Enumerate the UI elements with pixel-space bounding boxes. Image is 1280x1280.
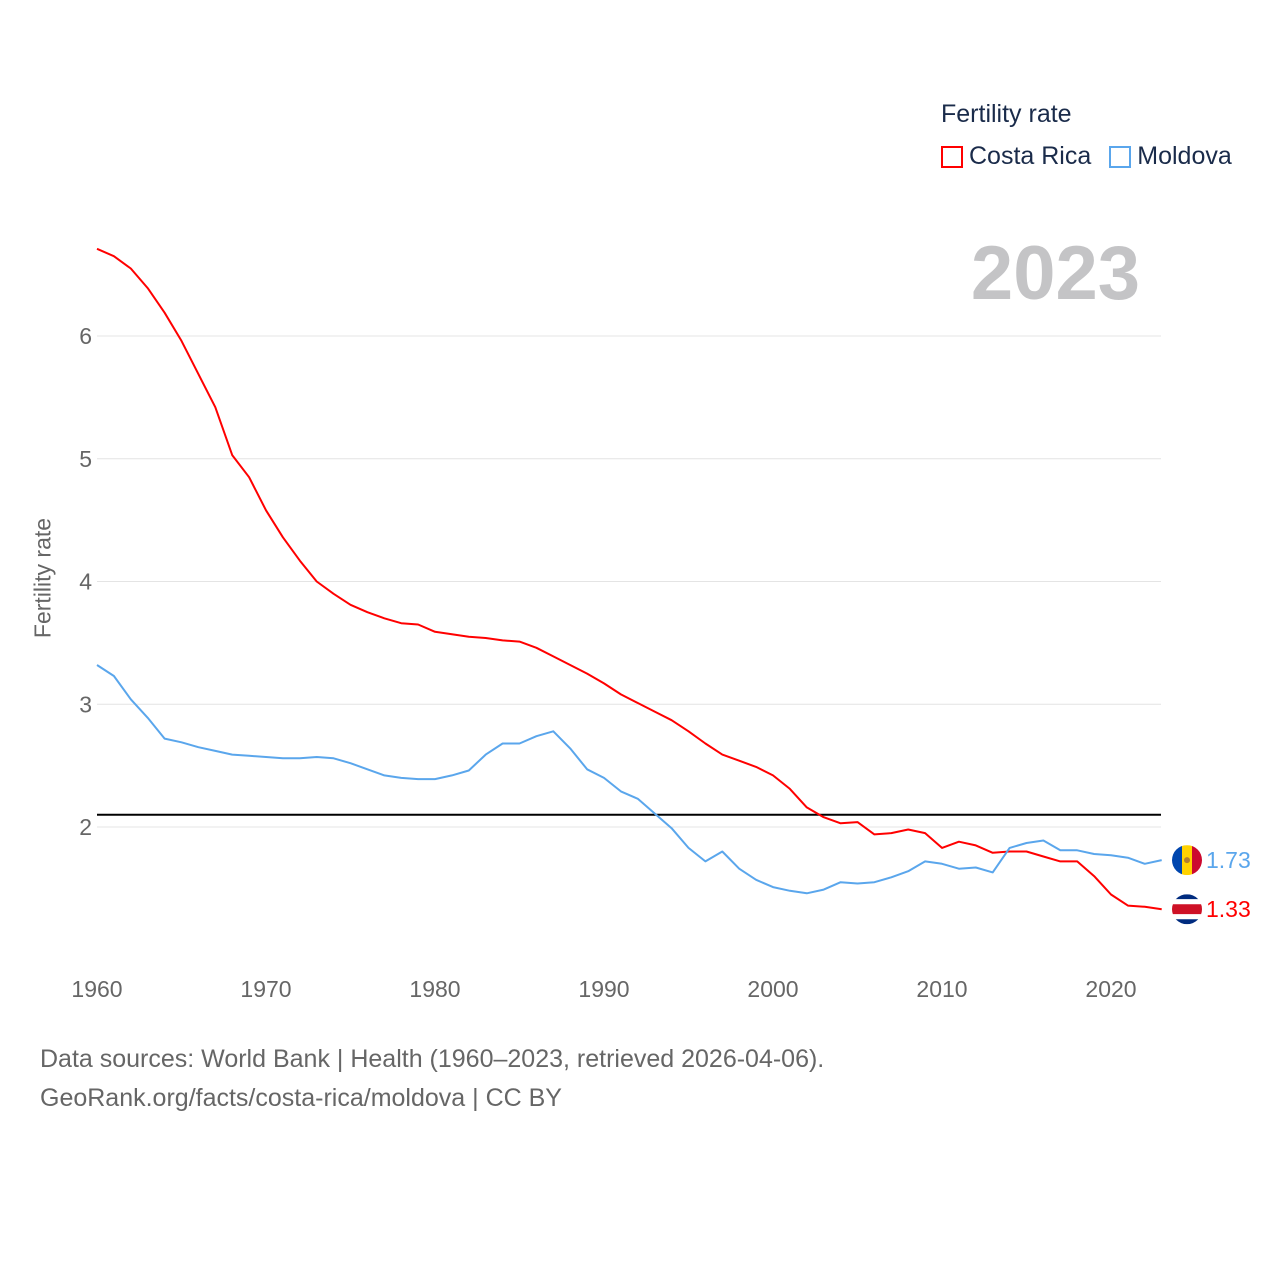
legend: Costa Rica Moldova bbox=[941, 142, 1232, 171]
x-tick-label: 1970 bbox=[240, 976, 291, 1002]
flag-stripe bbox=[1172, 894, 1202, 900]
y-axis-label: Fertility rate bbox=[29, 517, 56, 639]
source-link[interactable]: GeoRank.org/facts/costa-rica/moldova | C… bbox=[40, 1084, 562, 1112]
costa-rica-flag-icon bbox=[1172, 894, 1202, 925]
y-tick-label: 5 bbox=[79, 446, 92, 472]
series-line-costa-rica bbox=[96, 247, 1162, 911]
x-tick-label: 1980 bbox=[409, 976, 460, 1002]
costa-rica-swatch-icon bbox=[941, 145, 963, 168]
y-tick-label: 6 bbox=[79, 323, 92, 349]
flag-stripe bbox=[1172, 904, 1202, 915]
x-tick-label: 2020 bbox=[1085, 976, 1136, 1002]
x-tick-label: 2010 bbox=[916, 976, 967, 1002]
flag-stripe bbox=[1172, 845, 1182, 876]
flag-stripe bbox=[1172, 919, 1202, 925]
end-value-label: 1.73 bbox=[1206, 847, 1251, 873]
end-value-label: 1.33 bbox=[1206, 896, 1251, 922]
y-tick-label: 2 bbox=[79, 814, 92, 840]
moldova-swatch-icon bbox=[1109, 145, 1132, 168]
x-tick-label: 1990 bbox=[578, 976, 629, 1002]
x-tick-label: 1960 bbox=[71, 976, 122, 1002]
x-tick-label: 2000 bbox=[747, 976, 798, 1002]
flag-stripe bbox=[1192, 845, 1202, 876]
y-tick-label: 4 bbox=[79, 569, 92, 595]
flag-stripe bbox=[1172, 899, 1202, 905]
y-tick-label: 3 bbox=[79, 691, 92, 717]
legend-label: Costa Rica bbox=[969, 142, 1092, 170]
legend-item-moldova[interactable]: Moldova bbox=[1109, 142, 1232, 171]
legend-item-costa-rica[interactable]: Costa Rica bbox=[941, 142, 1091, 171]
moldova-flag-icon bbox=[1172, 845, 1202, 876]
flag-emblem bbox=[1184, 857, 1190, 864]
source-text: Data sources: World Bank | Health (1960–… bbox=[40, 1045, 825, 1073]
flag-stripe bbox=[1172, 914, 1202, 920]
year-label: 2023 bbox=[970, 231, 1140, 316]
legend-title: Fertility rate bbox=[941, 100, 1072, 128]
legend-label: Moldova bbox=[1137, 142, 1232, 170]
series-line-moldova bbox=[96, 664, 1162, 895]
